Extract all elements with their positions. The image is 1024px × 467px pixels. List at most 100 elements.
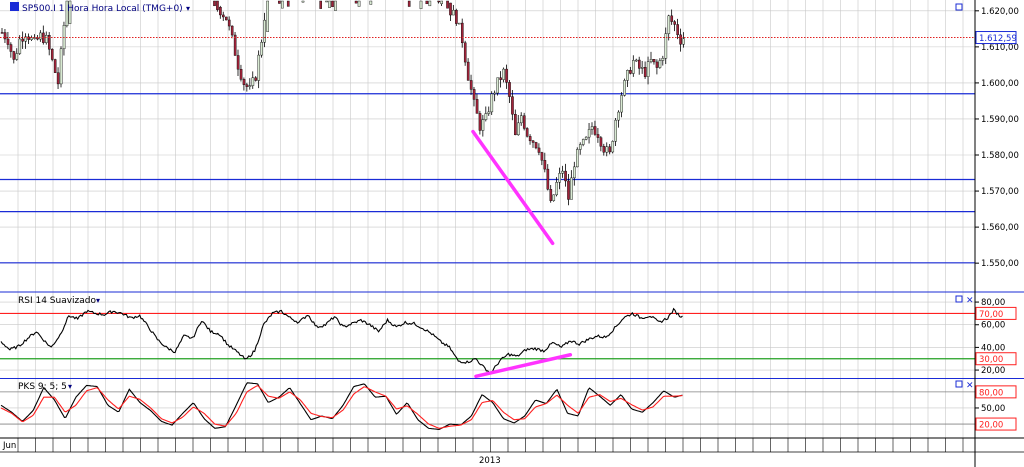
- candle-body: [570, 177, 573, 200]
- rsi-axis-label: 60,00: [981, 321, 1005, 331]
- stochastic-panel-title: PKS 9; 5; 5: [18, 382, 67, 392]
- candle-body: [369, 0, 373, 5]
- chevron-down-icon[interactable]: ▾: [186, 4, 190, 13]
- candle-body: [667, 15, 671, 34]
- candle-body: [652, 59, 656, 63]
- candle-body: [56, 72, 60, 85]
- candle-body: [543, 160, 547, 170]
- stochastic-axis-label: 50,00: [981, 404, 1005, 414]
- rsi-panel-maximize-icon[interactable]: [955, 295, 963, 303]
- candle-body: [643, 67, 647, 77]
- candle-body: [640, 67, 644, 69]
- candle-body: [664, 33, 668, 59]
- candle-body: [59, 48, 63, 85]
- candle-body: [27, 36, 30, 40]
- candle-body: [446, 0, 449, 9]
- rsi-axis-label: 40,00: [981, 343, 1005, 353]
- candle-body: [9, 44, 13, 52]
- candle-body: [68, 0, 72, 24]
- candle-body: [48, 35, 51, 50]
- candle-body: [579, 144, 582, 150]
- candle-body: [216, 0, 219, 10]
- candle-body: [673, 21, 676, 25]
- candle-body: [520, 115, 523, 124]
- candle-body: [452, 9, 455, 16]
- candle-body: [478, 113, 482, 131]
- candle-body: [21, 38, 25, 42]
- candle-body: [278, 0, 281, 4]
- candle-body: [257, 54, 261, 81]
- candle-body: [614, 119, 617, 142]
- candle-body: [531, 140, 535, 143]
- price-trendline: [471, 129, 555, 246]
- candle-body: [455, 9, 458, 24]
- price-axis-label: 1.590,00: [981, 115, 1019, 125]
- candle-body: [602, 146, 606, 153]
- candle-body: [679, 34, 682, 45]
- candle-body: [573, 166, 576, 179]
- stochastic-d-line: [0, 384, 683, 429]
- time-axis-label: Jun: [2, 441, 16, 451]
- rsi-panel-close-icon[interactable]: ✕: [966, 296, 974, 306]
- candle-body: [281, 0, 284, 9]
- candle-body: [301, 0, 305, 3]
- candle-body: [629, 70, 632, 74]
- candle-body: [50, 49, 54, 60]
- rsi-upper-level-tag-box: [975, 306, 1017, 320]
- stochastic-lower-level-tag-box: [975, 417, 1017, 431]
- candle-body: [449, 2, 452, 16]
- price-axis-label: 1.620,00: [981, 7, 1019, 17]
- stochastic-upper-level-tag-text: 80,00: [979, 388, 1003, 398]
- price-panel-maximize-icon[interactable]: [955, 3, 963, 11]
- candle-body: [564, 170, 567, 182]
- candle-body: [3, 32, 7, 40]
- rsi-chevron-down-icon[interactable]: ▾: [96, 296, 100, 305]
- candle-body: [461, 22, 464, 44]
- rsi-line: [0, 307, 683, 374]
- rsi-panel: [0, 307, 975, 374]
- candle-body: [242, 79, 246, 85]
- candle-body: [534, 142, 538, 149]
- price-axis-label: 1.600,00: [981, 79, 1019, 89]
- candle-body: [463, 42, 467, 63]
- candle-body: [549, 189, 553, 201]
- candle-body: [635, 59, 638, 62]
- candle-body: [608, 146, 612, 153]
- rsi-lower-level-tag-text: 30,00: [979, 355, 1003, 365]
- candle-body: [617, 111, 620, 121]
- candle-body: [528, 136, 532, 142]
- stochastic-panel: [0, 382, 975, 430]
- candle-body: [36, 37, 39, 40]
- stochastic-chevron-down-icon[interactable]: ▾: [68, 382, 72, 391]
- price-axis-label: 1.580,00: [981, 151, 1019, 161]
- candle-body: [646, 61, 650, 77]
- candle-body: [245, 84, 249, 87]
- candle-body: [30, 37, 33, 40]
- time-axis: Jun 2013: [0, 438, 1024, 466]
- candle-body: [555, 182, 558, 196]
- candle-body: [248, 85, 252, 87]
- price-axis-label: 1.550,00: [981, 259, 1019, 269]
- candle-body: [227, 19, 231, 27]
- candle-body: [581, 139, 585, 145]
- symbol-icon[interactable]: [10, 2, 19, 11]
- stochastic-upper-level-tag-box: [975, 385, 1017, 399]
- grid-lines: [0, 0, 975, 438]
- trendlines: [471, 129, 573, 379]
- candle-body: [469, 80, 473, 90]
- candle-body: [18, 38, 22, 54]
- stochastic-lower-level-tag-text: 20,00: [979, 421, 1003, 431]
- price-axis-label: 1.560,00: [981, 223, 1019, 233]
- candle-body: [502, 68, 505, 80]
- stochastic-panel-maximize-icon[interactable]: [955, 380, 963, 388]
- candle-body: [626, 70, 629, 81]
- rsi-trendline: [474, 353, 573, 379]
- candle-body: [682, 38, 685, 45]
- candle-body: [514, 114, 517, 136]
- stochastic-panel-close-icon[interactable]: ✕: [966, 381, 974, 391]
- candle-body: [219, 6, 222, 16]
- candle-body: [222, 14, 225, 18]
- candle-body: [213, 0, 216, 7]
- chart-title[interactable]: SP500.I 1 Hora Hora Local (TMG+0): [22, 4, 183, 14]
